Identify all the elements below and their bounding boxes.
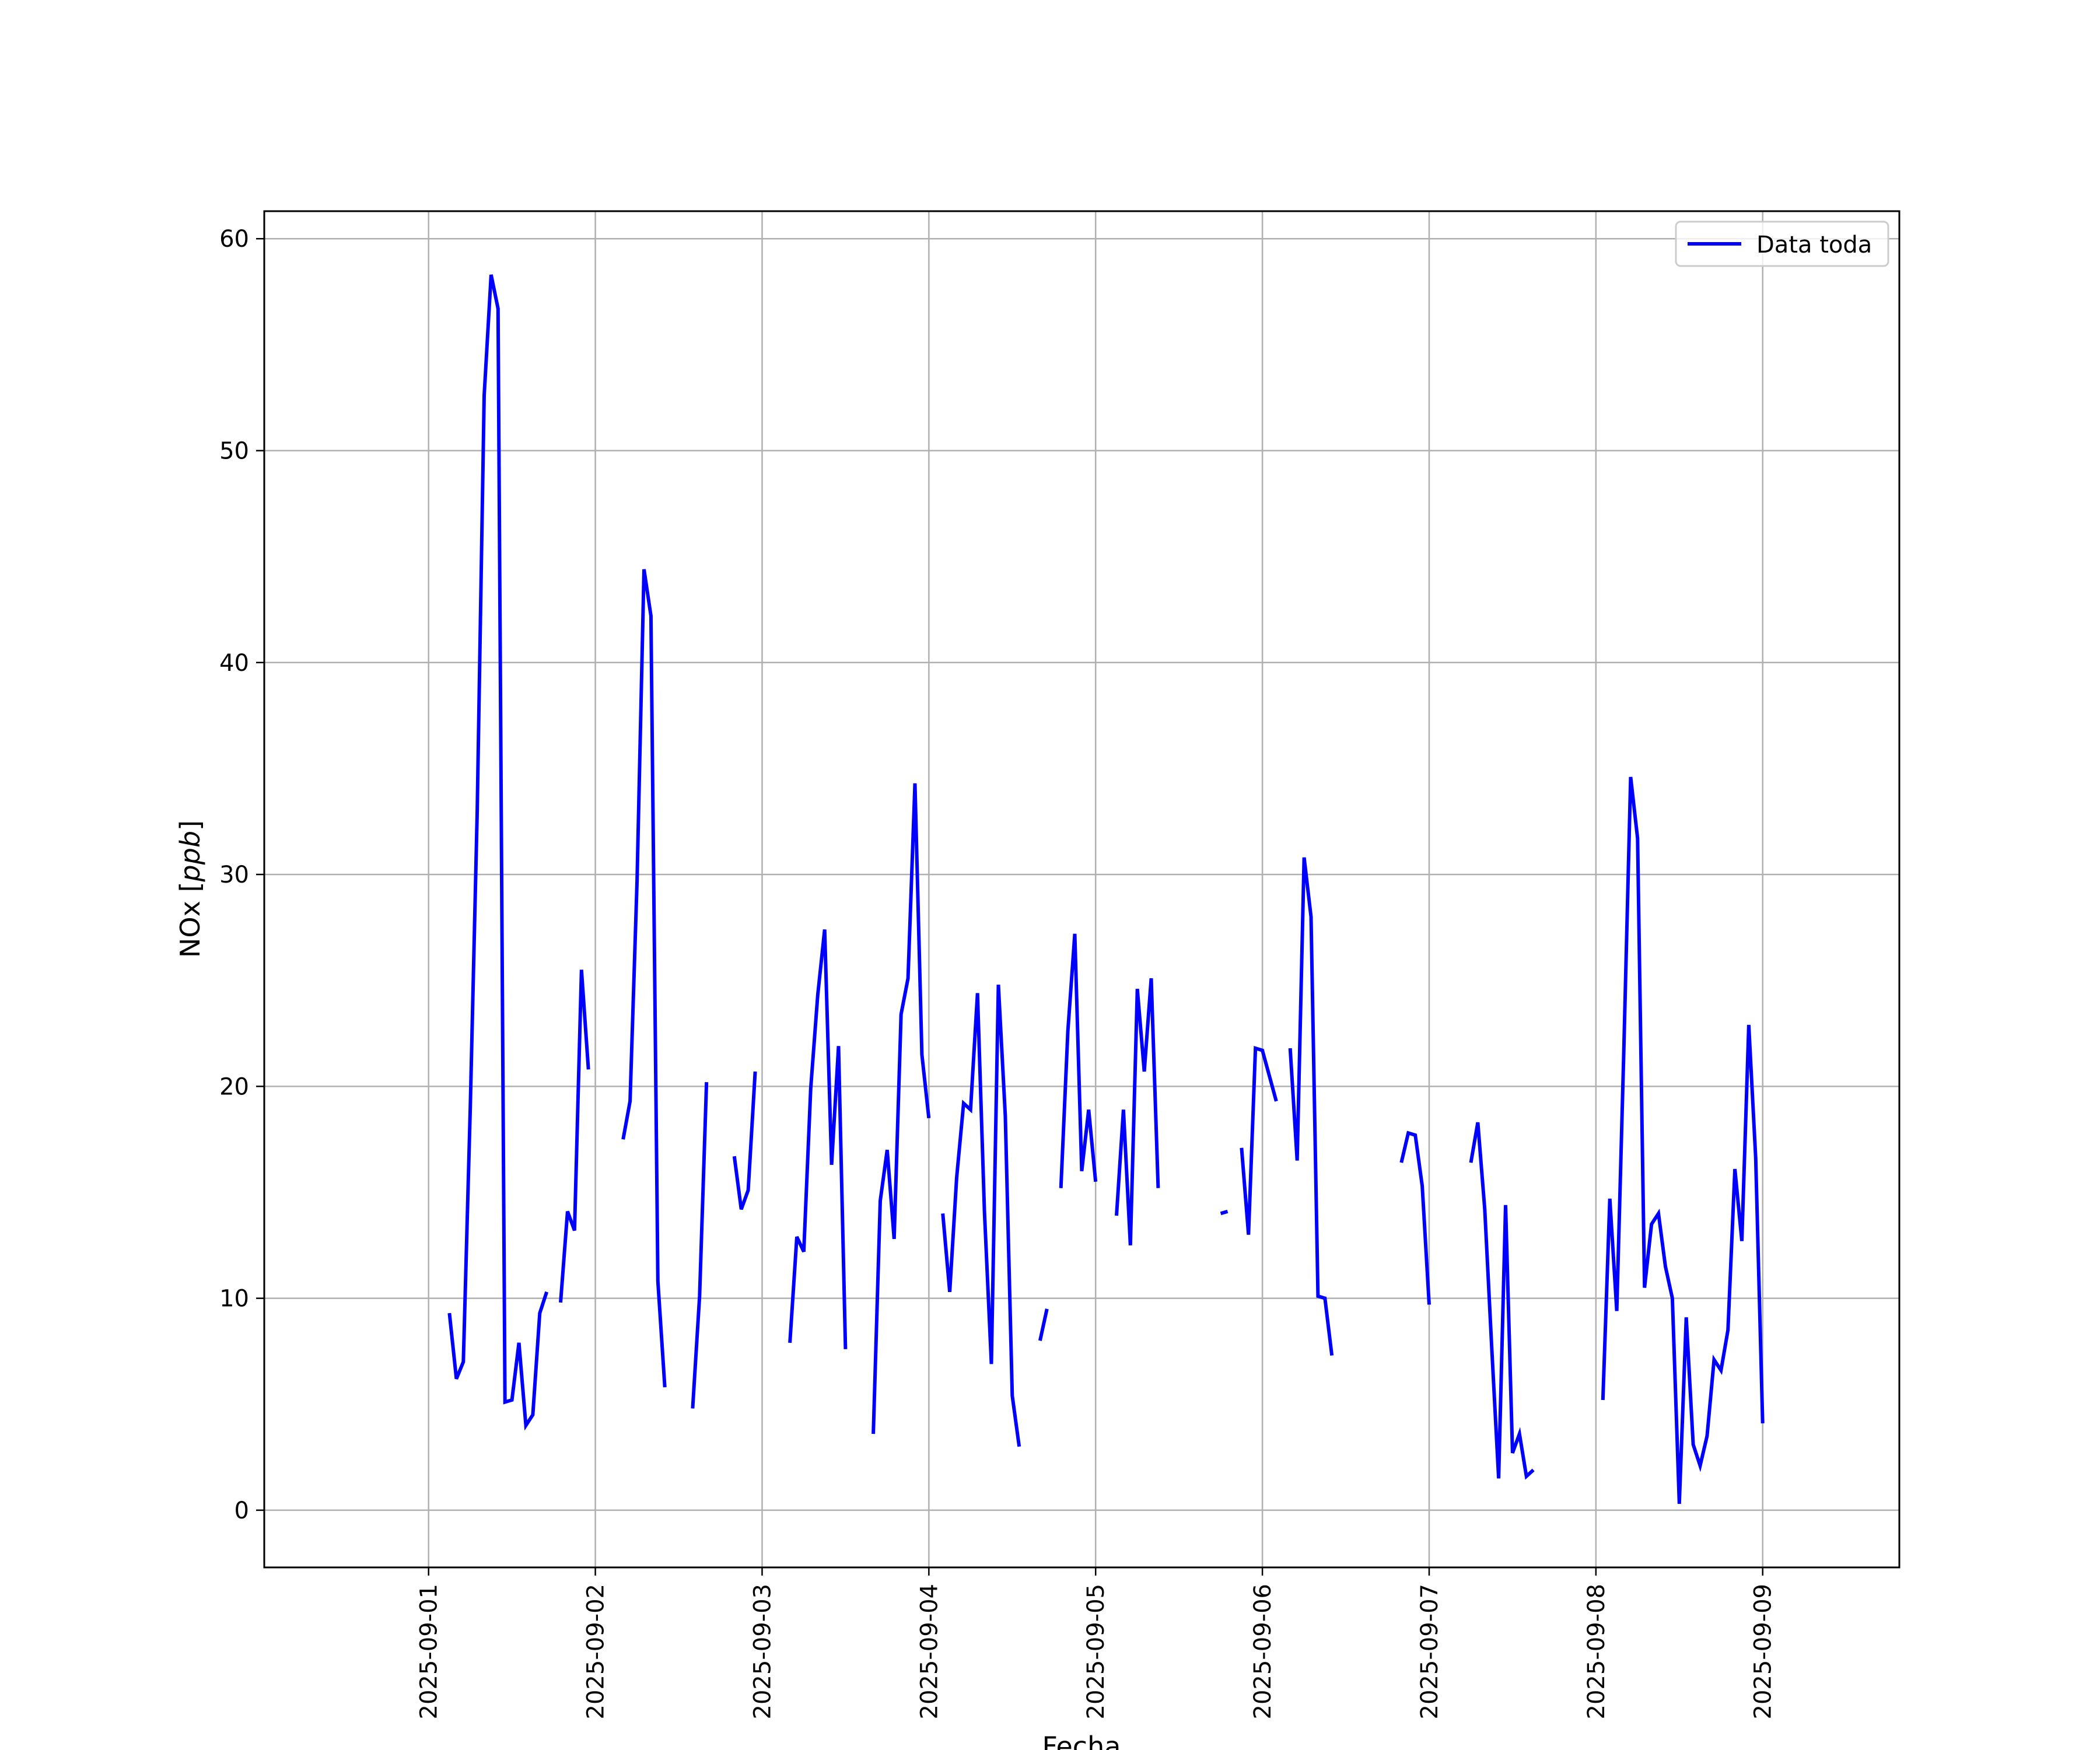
series-line-segment bbox=[732, 1071, 757, 1210]
x-tick-label: 2025-09-07 bbox=[1416, 1584, 1443, 1719]
series-line-segment bbox=[1399, 1130, 1431, 1305]
series-line-segment bbox=[691, 1082, 709, 1409]
series-line-segment bbox=[941, 984, 1021, 1447]
series-layer bbox=[447, 274, 1765, 1504]
y-axis-label-unit: ppb bbox=[174, 831, 206, 883]
x-tick-label: 2025-09-06 bbox=[1250, 1584, 1276, 1719]
series-line-segment bbox=[1469, 1122, 1535, 1480]
x-tick-label: 2025-09-05 bbox=[1083, 1584, 1110, 1719]
series-line-segment bbox=[1038, 1308, 1049, 1341]
grid bbox=[264, 211, 1899, 1567]
series-line-segment bbox=[1115, 978, 1160, 1245]
y-tick-label: 10 bbox=[219, 1286, 249, 1312]
series-line-segment bbox=[447, 274, 549, 1431]
x-axis: 2025-09-01 2025-09-02 2025-09-03 2025-09-04… bbox=[416, 1567, 1777, 1719]
series-line-segment bbox=[788, 929, 848, 1349]
series-line-segment bbox=[1288, 857, 1334, 1356]
y-tick-label: 50 bbox=[219, 438, 249, 465]
legend-label: Data toda bbox=[1756, 232, 1872, 258]
y-axis-label: NOx [ppb] bbox=[174, 820, 206, 958]
series-line-segment bbox=[872, 783, 931, 1434]
series-line-segment bbox=[621, 569, 667, 1388]
x-tick-label: 2025-09-09 bbox=[1750, 1584, 1777, 1719]
x-axis-label: Fecha bbox=[1042, 1731, 1121, 1750]
x-tick-label: 2025-09-03 bbox=[749, 1584, 776, 1719]
y-tick-label: 30 bbox=[219, 862, 249, 888]
axes-frame bbox=[263, 210, 1901, 1569]
y-tick-label: 40 bbox=[219, 650, 249, 677]
y-axis: 0 10 20 30 40 50 60 bbox=[219, 226, 264, 1524]
series-line-segment bbox=[559, 970, 590, 1303]
y-axis-label-bracket: ] bbox=[174, 820, 206, 831]
series-line-segment bbox=[1601, 776, 1765, 1504]
x-tick-label: 2025-09-08 bbox=[1583, 1584, 1610, 1719]
y-tick-label: 60 bbox=[219, 226, 249, 253]
x-tick-label: 2025-09-02 bbox=[583, 1584, 610, 1719]
series-line-segment bbox=[1240, 1046, 1278, 1235]
legend-box bbox=[1675, 220, 1889, 267]
y-tick-label: 0 bbox=[235, 1497, 249, 1524]
y-tick-label: 20 bbox=[219, 1073, 249, 1100]
legend: Data toda bbox=[1675, 220, 1889, 267]
series-line-segment bbox=[1220, 1209, 1228, 1216]
x-tick-label: 2025-09-04 bbox=[916, 1584, 943, 1719]
y-axis-label-text: NOx [ bbox=[174, 882, 206, 958]
series-line-segment bbox=[1059, 933, 1098, 1188]
x-tick-label: 2025-09-01 bbox=[416, 1584, 443, 1719]
